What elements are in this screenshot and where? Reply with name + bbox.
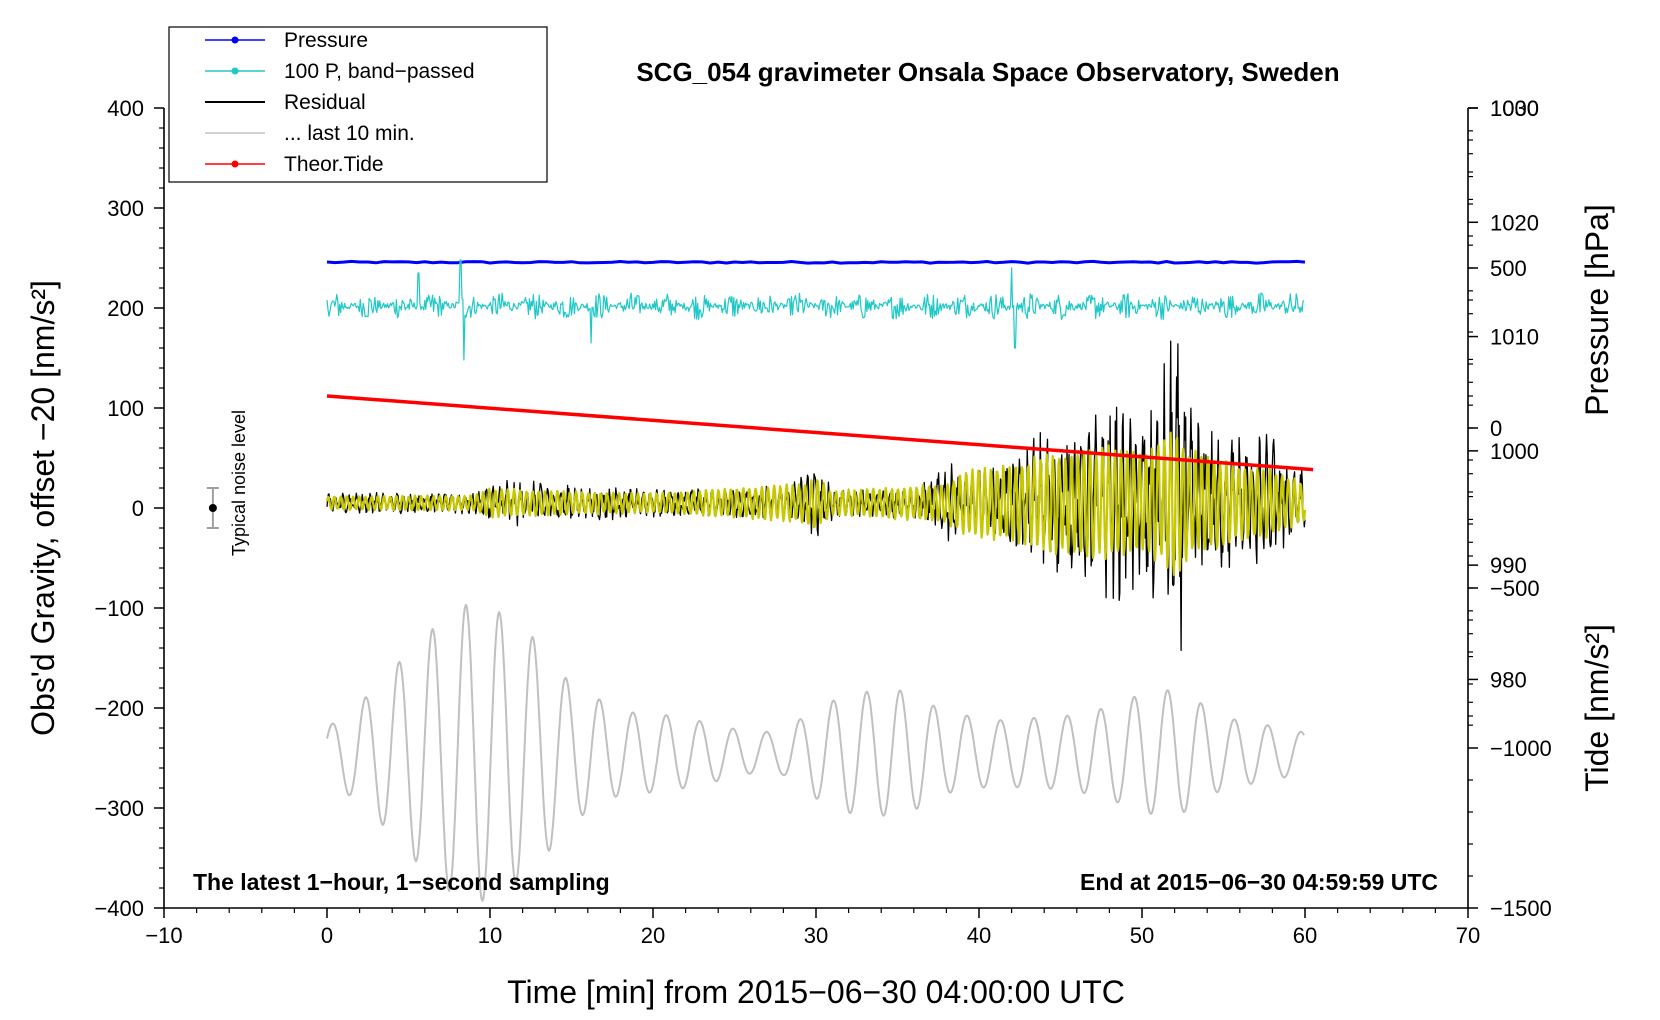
y-tick-label: 100 [107,396,144,421]
x-tick-label: 10 [478,923,502,948]
pressure-tick-label: 1020 [1490,210,1539,235]
pressure-tick-label: 1010 [1490,325,1539,350]
y-tick-label: −300 [94,796,144,821]
series-theor-tide [326,394,1314,472]
legend-items: Pressure 100 P, band−passed Residual ... la… [205,29,475,176]
x-tick-label: −10 [145,923,182,948]
x-tick-label: 60 [1293,923,1317,948]
legend-label: 100 P, band−passed [284,60,475,83]
y-tick-label: 0 [132,496,144,521]
noise-level-marker [206,487,219,529]
legend-label: Pressure [284,29,368,52]
noise-level-label: Typical noise level [229,410,249,556]
tide-tick-label: −500 [1490,576,1540,601]
legend-marker [231,67,239,75]
pressure-tick-label: 1000 [1490,439,1539,464]
tide-tick-label: −1000 [1490,736,1552,761]
series-residual-bandpassed [325,431,1307,576]
tide-tick-label: −1500 [1490,896,1552,921]
pressure-tick-label: 1030 [1490,96,1539,121]
legend-label: Residual [284,91,366,114]
x-tick-label: 40 [967,923,991,948]
series-pressure [326,259,1306,265]
legend-box [168,26,548,183]
tide-tick-label: 1000 [1490,96,1539,121]
y-tick-label: −200 [94,696,144,721]
tide-tick-label: 0 [1490,416,1502,441]
y-tick-label: 200 [107,296,144,321]
x-tick-label: 70 [1456,923,1480,948]
x-tick-label: 50 [1130,923,1154,948]
chart-title: SCG_054 gravimeter Onsala Space Observat… [636,57,1339,87]
series-pressure-bandpassed [326,259,1304,361]
x-tick-label: 30 [804,923,828,948]
noise-level-dot [208,504,217,512]
y-axis-title-left: Obs'd Gravity, offset −20 [nm/s²] [25,280,61,736]
y-tick-label: −100 [94,596,144,621]
y-axis-title-pressure: Pressure [hPa] [1579,204,1615,416]
legend-label: Theor.Tide [284,153,384,176]
x-axis-title: Time [min] from 2015−06−30 04:00:00 UTC [507,974,1125,1010]
tide-tick-label: 500 [1490,256,1527,281]
annotation-sampling: The latest 1−hour, 1−second sampling [193,869,610,895]
annotation-end-time: End at 2015−06−30 04:59:59 UTC [1080,869,1438,895]
y-tick-label: −400 [94,896,144,921]
pressure-tick-label: 990 [1490,553,1527,578]
legend-marker [231,36,239,44]
legend-marker [231,160,239,168]
x-tick-label: 0 [321,923,333,948]
y-tick-label: 300 [107,196,144,221]
legend: Pressure 100 P, band−passed Residual ... la… [168,26,548,183]
legend-label: ... last 10 min. [284,122,415,145]
series-last-10-min [326,603,1305,902]
pressure-tick-label: 980 [1490,667,1527,692]
x-tick-label: 20 [641,923,665,948]
series-layer [325,259,1314,902]
y-axis-title-tide: Tide [nm/s²] [1579,624,1615,792]
tick-layer: −10 0 10 20 30 40 50 60 70−400−300−200−100010020… [94,96,1551,948]
y-tick-label: 400 [107,96,144,121]
